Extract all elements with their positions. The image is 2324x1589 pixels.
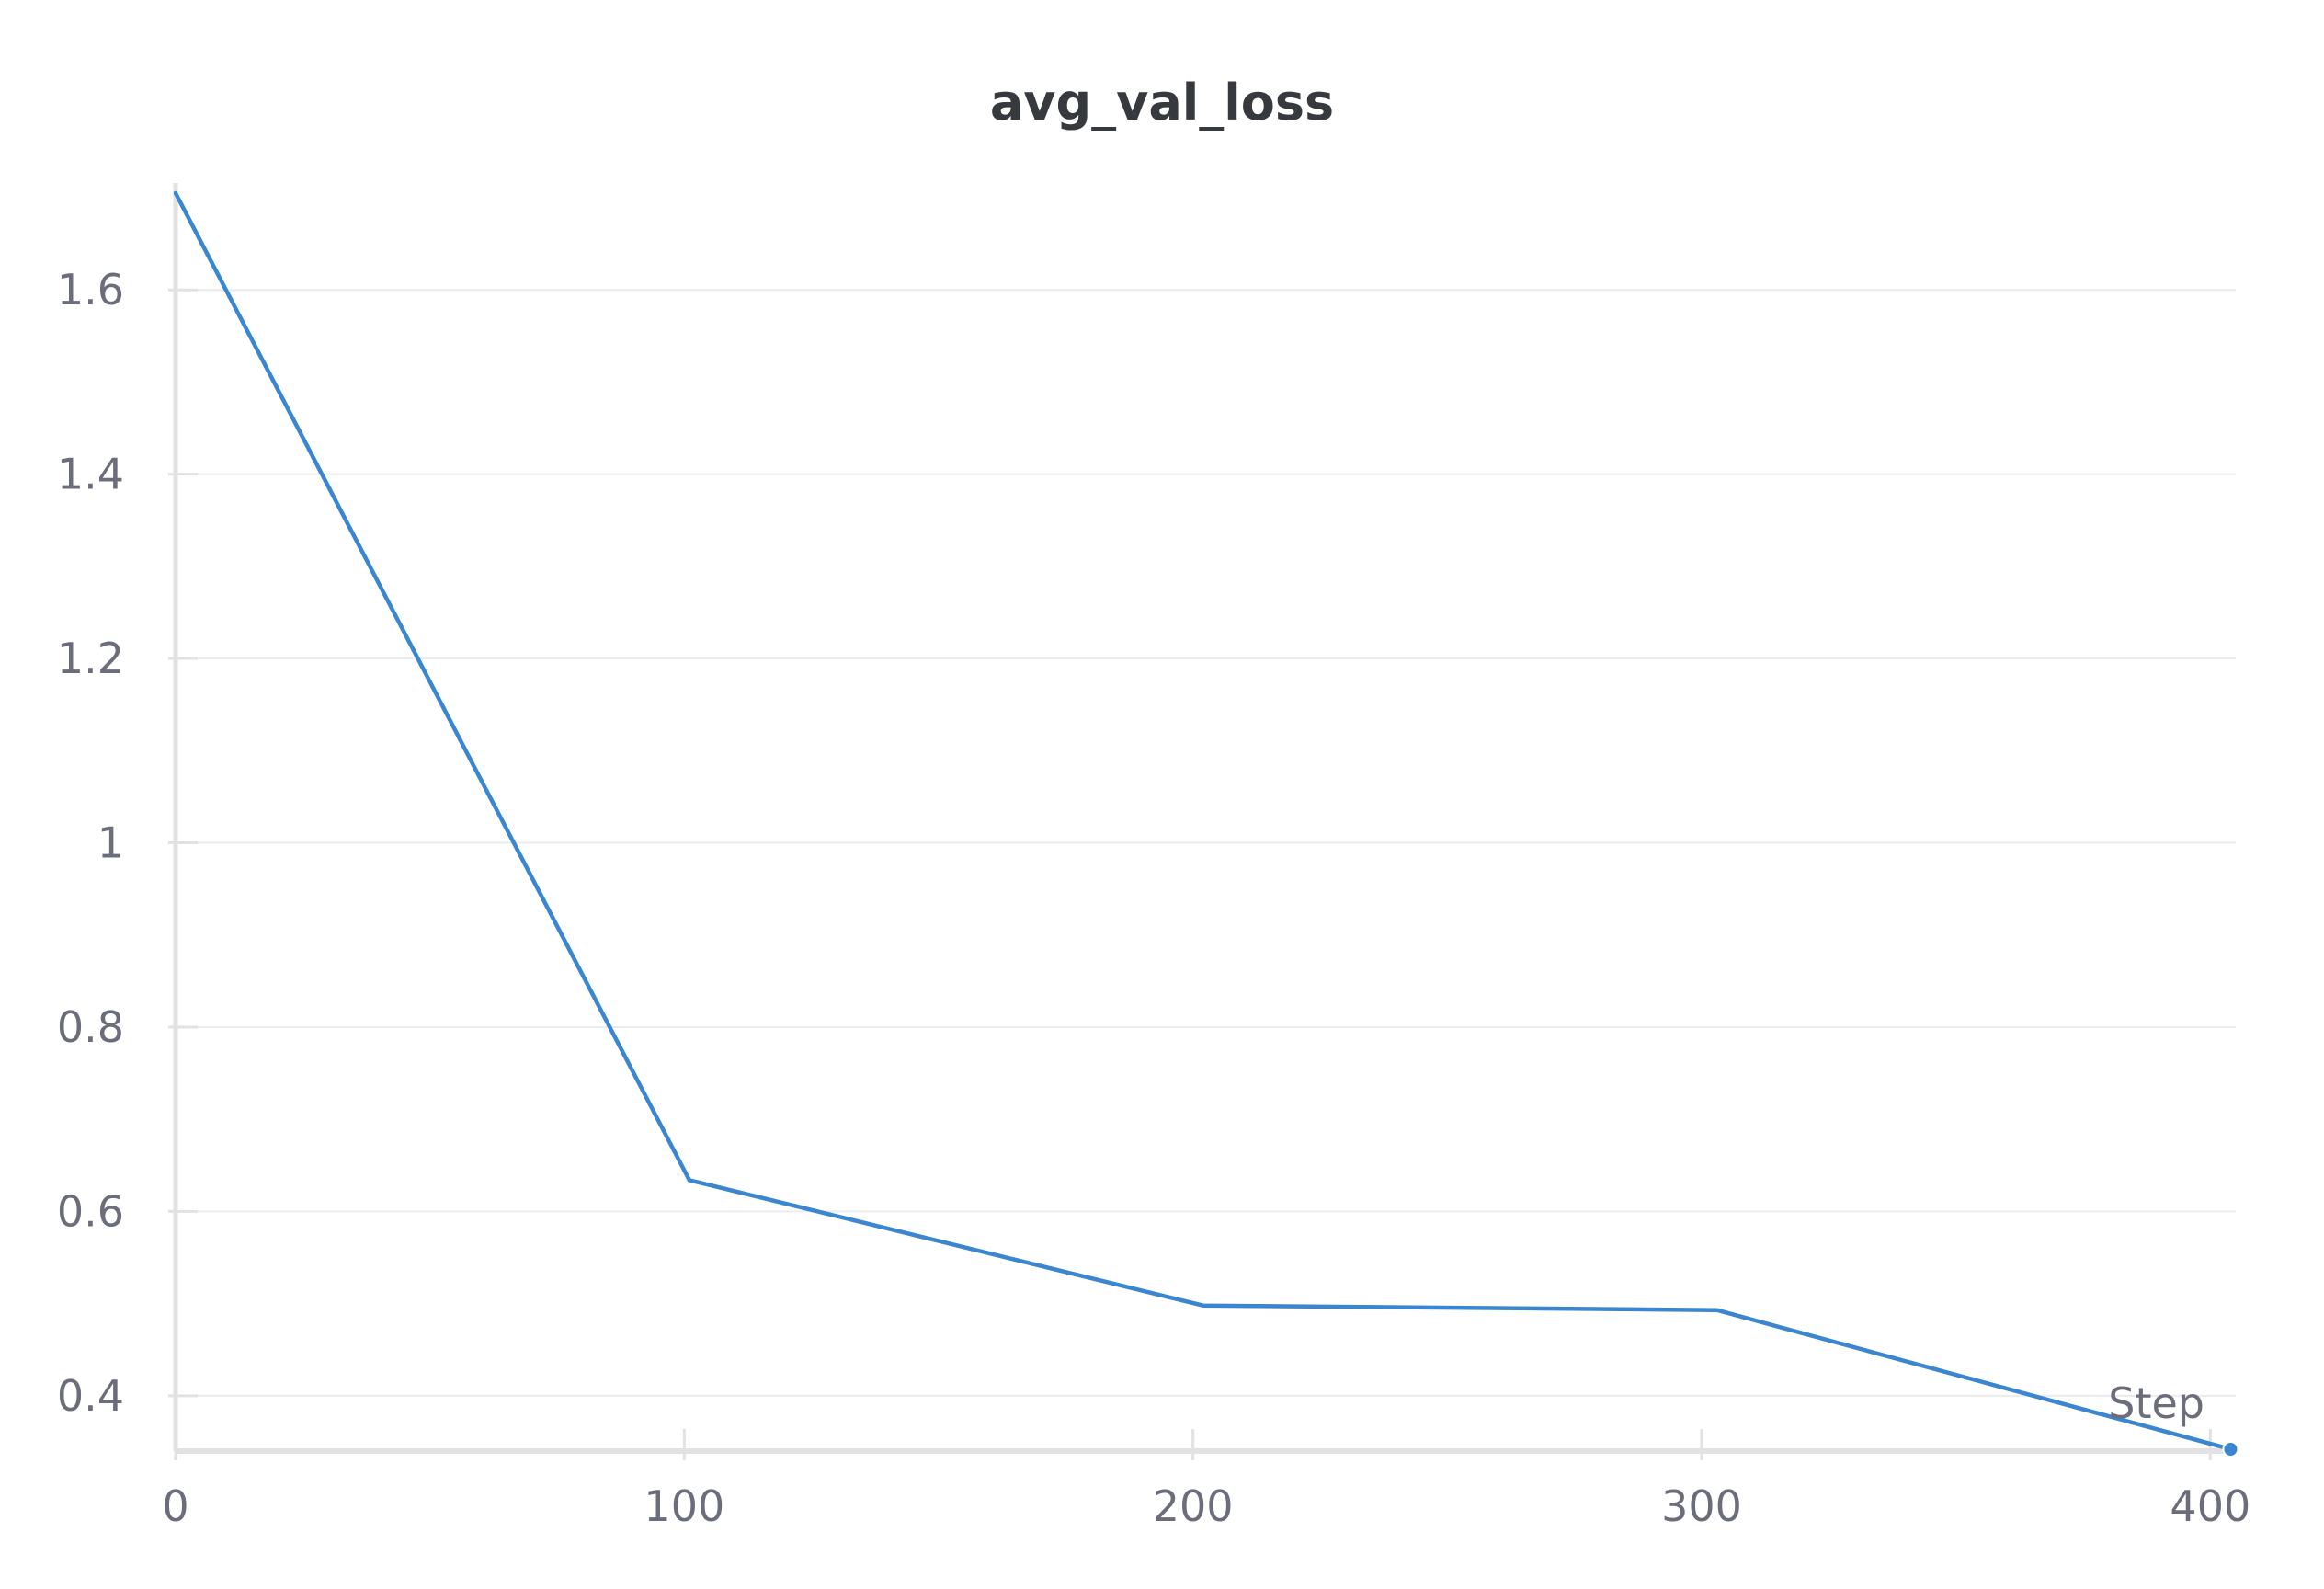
x-tick-label: 0 <box>162 1481 188 1531</box>
y-tick-label: 1 <box>97 818 124 868</box>
series-endpoint <box>2222 1440 2239 1458</box>
y-tick-label: 0.6 <box>57 1186 124 1236</box>
chart-title: avg_val_loss <box>990 74 1334 131</box>
grid-lines <box>176 289 2236 1397</box>
y-tick-label: 1.2 <box>57 634 124 683</box>
x-tick-label: 300 <box>1661 1481 1742 1531</box>
y-tick-label: 1.6 <box>57 265 124 314</box>
series-lines <box>173 190 2239 1458</box>
tick-labels: 0.4 0.6 0.8 1 1.2 1.4 1.6 0 100 200 300 400 <box>57 265 2250 1531</box>
x-axis-title: Step <box>2108 1378 2204 1428</box>
x-tick-label: 400 <box>2170 1481 2250 1531</box>
x-tick-label: 200 <box>1153 1481 1234 1531</box>
y-tick-label: 0.8 <box>57 1002 124 1052</box>
series-line <box>173 190 2233 1452</box>
y-tick-label: 0.4 <box>57 1371 124 1421</box>
y-tick-label: 1.4 <box>57 450 124 499</box>
axes <box>168 183 2236 1460</box>
x-tick-label: 100 <box>644 1481 724 1531</box>
